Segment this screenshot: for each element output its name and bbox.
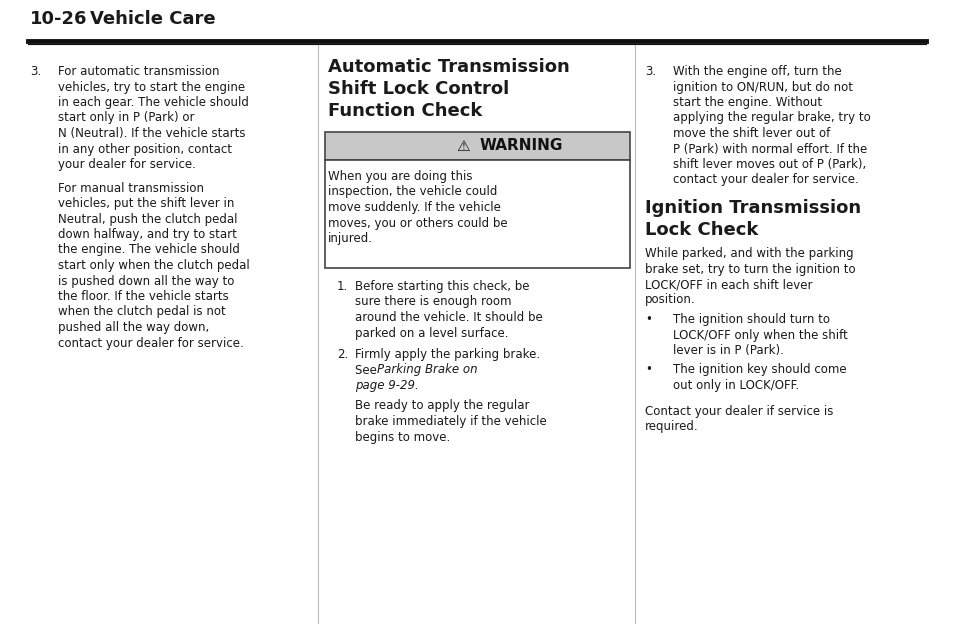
Text: shift lever moves out of P (Park),: shift lever moves out of P (Park),: [672, 158, 865, 171]
Text: the engine. The vehicle should: the engine. The vehicle should: [58, 244, 239, 256]
Text: around the vehicle. It should be: around the vehicle. It should be: [355, 311, 542, 324]
Text: contact your dealer for service.: contact your dealer for service.: [672, 174, 858, 186]
Text: contact your dealer for service.: contact your dealer for service.: [58, 336, 244, 350]
Text: For manual transmission: For manual transmission: [58, 181, 204, 195]
Text: For automatic transmission: For automatic transmission: [58, 65, 219, 78]
Text: LOCK/OFF in each shift lever: LOCK/OFF in each shift lever: [644, 278, 812, 291]
Text: Before starting this check, be: Before starting this check, be: [355, 280, 529, 293]
Text: in each gear. The vehicle should: in each gear. The vehicle should: [58, 96, 249, 109]
Text: LOCK/OFF only when the shift: LOCK/OFF only when the shift: [672, 329, 847, 341]
Text: out only in LOCK/OFF.: out only in LOCK/OFF.: [672, 379, 799, 392]
Text: page 9-29.: page 9-29.: [355, 379, 418, 392]
Text: Lock Check: Lock Check: [644, 221, 758, 239]
Text: moves, you or others could be: moves, you or others could be: [328, 216, 507, 230]
Text: start only when the clutch pedal: start only when the clutch pedal: [58, 259, 250, 272]
Bar: [325, 160, 629, 268]
Text: The ignition key should come: The ignition key should come: [672, 364, 845, 376]
Text: brake set, try to turn the ignition to: brake set, try to turn the ignition to: [644, 262, 855, 276]
Text: See: See: [355, 364, 380, 376]
Text: When you are doing this: When you are doing this: [328, 170, 472, 183]
Text: 2.: 2.: [336, 348, 348, 361]
Text: your dealer for service.: your dealer for service.: [58, 158, 195, 171]
Text: move the shift lever out of: move the shift lever out of: [672, 127, 829, 140]
Text: vehicles, put the shift lever in: vehicles, put the shift lever in: [58, 197, 234, 210]
Text: 1.: 1.: [336, 280, 348, 293]
Text: 3.: 3.: [644, 65, 656, 78]
Text: Firmly apply the parking brake.: Firmly apply the parking brake.: [355, 348, 539, 361]
Text: The ignition should turn to: The ignition should turn to: [672, 313, 829, 326]
Text: is pushed down all the way to: is pushed down all the way to: [58, 274, 234, 288]
Text: With the engine off, turn the: With the engine off, turn the: [672, 65, 841, 78]
Text: move suddenly. If the vehicle: move suddenly. If the vehicle: [328, 201, 500, 214]
Text: lever is in P (Park).: lever is in P (Park).: [672, 344, 783, 357]
Text: Shift Lock Control: Shift Lock Control: [328, 80, 509, 98]
Text: injured.: injured.: [328, 232, 373, 245]
Text: in any other position, contact: in any other position, contact: [58, 142, 232, 156]
Text: N (Neutral). If the vehicle starts: N (Neutral). If the vehicle starts: [58, 127, 245, 140]
Text: inspection, the vehicle could: inspection, the vehicle could: [328, 186, 497, 198]
Text: applying the regular brake, try to: applying the regular brake, try to: [672, 112, 870, 124]
Text: the floor. If the vehicle starts: the floor. If the vehicle starts: [58, 290, 229, 303]
Text: While parked, and with the parking: While parked, and with the parking: [644, 247, 853, 260]
Text: •: •: [644, 364, 651, 376]
Text: vehicles, try to start the engine: vehicles, try to start the engine: [58, 80, 245, 94]
Text: down halfway, and try to start: down halfway, and try to start: [58, 228, 236, 241]
Text: Neutral, push the clutch pedal: Neutral, push the clutch pedal: [58, 212, 237, 225]
Text: ignition to ON/RUN, but do not: ignition to ON/RUN, but do not: [672, 80, 852, 94]
Text: pushed all the way down,: pushed all the way down,: [58, 321, 209, 334]
Text: 10-26: 10-26: [30, 10, 88, 28]
Text: •: •: [644, 313, 651, 326]
Text: Contact your dealer if service is: Contact your dealer if service is: [644, 404, 833, 417]
Text: P (Park) with normal effort. If the: P (Park) with normal effort. If the: [672, 142, 866, 156]
Text: WARNING: WARNING: [479, 138, 562, 154]
Text: start only in P (Park) or: start only in P (Park) or: [58, 112, 194, 124]
Text: 3.: 3.: [30, 65, 41, 78]
Text: Vehicle Care: Vehicle Care: [90, 10, 215, 28]
Text: Parking Brake on: Parking Brake on: [376, 364, 477, 376]
Text: start the engine. Without: start the engine. Without: [672, 96, 821, 109]
Text: Function Check: Function Check: [328, 102, 482, 120]
Text: ⚠: ⚠: [456, 138, 469, 154]
Text: required.: required.: [644, 420, 698, 433]
Text: when the clutch pedal is not: when the clutch pedal is not: [58, 306, 226, 318]
Text: Automatic Transmission: Automatic Transmission: [328, 58, 569, 76]
Text: Ignition Transmission: Ignition Transmission: [644, 199, 861, 217]
Text: parked on a level surface.: parked on a level surface.: [355, 327, 508, 339]
Text: brake immediately if the vehicle: brake immediately if the vehicle: [355, 415, 546, 428]
Bar: [325, 132, 629, 160]
Text: Be ready to apply the regular: Be ready to apply the regular: [355, 399, 529, 413]
Text: begins to move.: begins to move.: [355, 431, 450, 443]
Text: position.: position.: [644, 293, 695, 306]
Text: sure there is enough room: sure there is enough room: [355, 295, 511, 309]
